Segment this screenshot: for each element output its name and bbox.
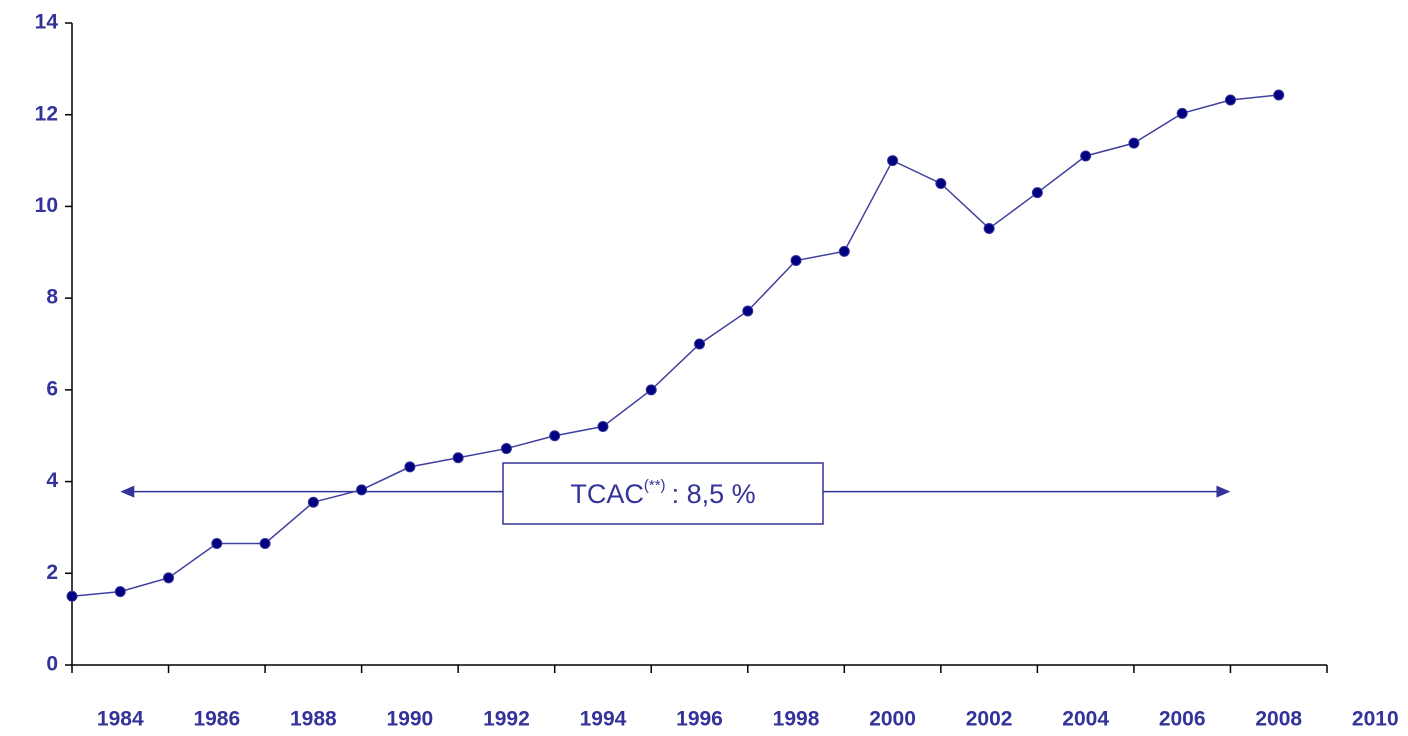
marker xyxy=(597,421,609,433)
annotation-box xyxy=(502,462,824,525)
annotation-text: TCAC(**) : 8,5 % xyxy=(570,477,755,509)
arrow-head xyxy=(1216,485,1231,498)
y-tick-label: 14 xyxy=(35,11,59,34)
marker xyxy=(549,430,561,442)
annotation: TCAC(**) : 8,5 % xyxy=(120,462,1231,525)
marker xyxy=(404,461,416,473)
marker xyxy=(1273,89,1285,101)
x-tick-label: 1992 xyxy=(483,708,530,731)
x-tick-label: 2004 xyxy=(1062,708,1109,731)
x-tick-label: 1984 xyxy=(97,708,144,731)
x-tick-label: 1986 xyxy=(193,708,240,731)
marker xyxy=(935,178,947,189)
marker xyxy=(694,338,705,350)
marker xyxy=(259,537,271,549)
marker xyxy=(1224,94,1236,106)
marker xyxy=(887,155,899,167)
marker xyxy=(1080,150,1092,162)
annotation-value: : 8,5 % xyxy=(672,479,756,509)
marker xyxy=(452,452,464,464)
marker xyxy=(838,245,850,257)
marker xyxy=(211,537,223,549)
marker xyxy=(1176,107,1188,119)
marker xyxy=(307,496,319,508)
y-tick-label: 2 xyxy=(46,561,58,584)
x-tick-label: 2000 xyxy=(869,708,916,731)
y-tick-label: 12 xyxy=(35,102,58,125)
marker xyxy=(163,572,175,584)
marker xyxy=(1031,187,1043,199)
y-tick-label: 4 xyxy=(46,469,58,492)
y-tick-label: 6 xyxy=(46,377,58,400)
y-tick-label: 10 xyxy=(35,194,58,217)
marker xyxy=(645,384,657,396)
marker xyxy=(500,443,512,455)
x-tick-label: 1994 xyxy=(580,708,627,731)
marker xyxy=(114,586,126,598)
marker xyxy=(790,255,802,267)
x-tick-label: 1998 xyxy=(773,708,820,731)
marker xyxy=(983,222,995,234)
line xyxy=(71,94,1279,597)
annotation-label: TCAC xyxy=(570,479,644,509)
marker xyxy=(356,484,368,496)
y-tick-label: 8 xyxy=(46,286,58,309)
annotation-superscript: (**) xyxy=(644,477,666,494)
y-tick-label: 0 xyxy=(46,653,58,676)
x-tick-label: 2002 xyxy=(966,708,1013,731)
x-tick-label: 1988 xyxy=(290,708,337,731)
x-tick-label: 1990 xyxy=(387,708,434,731)
marker xyxy=(742,305,754,317)
x-tick-label: 2006 xyxy=(1159,708,1206,731)
x-tick-label: 1996 xyxy=(676,708,723,731)
arrow-head xyxy=(120,485,135,498)
marker xyxy=(66,590,78,602)
x-tick-label: 2008 xyxy=(1255,708,1302,731)
marker xyxy=(1128,137,1140,149)
x-tick-label: 2010 xyxy=(1352,708,1399,731)
